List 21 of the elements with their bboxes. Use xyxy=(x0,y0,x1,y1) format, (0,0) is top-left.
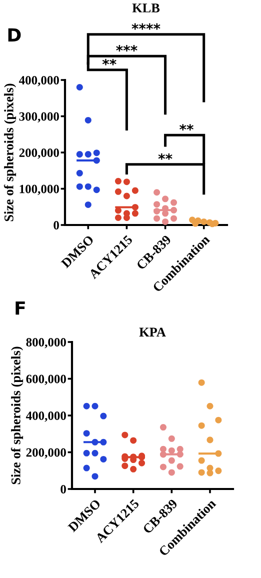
text: D xyxy=(8,28,21,42)
y-axis-title: Size of spheroids (pixels) xyxy=(10,346,24,484)
text: F xyxy=(16,301,25,315)
y-tick-label: 0 xyxy=(60,485,66,494)
y-tick-label: 400,000 xyxy=(26,412,66,422)
y-tick-label: 300,000 xyxy=(19,112,59,123)
y-tick-label: 800,000 xyxy=(26,338,66,348)
text: **** xyxy=(132,23,160,30)
y-tick-label: 100,000 xyxy=(20,184,59,196)
annotation: ** xyxy=(180,124,194,131)
text: *** xyxy=(116,45,138,52)
text: ** xyxy=(102,58,116,66)
y-tick-label: 0 xyxy=(54,221,59,230)
y-tick-label: 600,000 xyxy=(26,374,66,386)
annotation: ** xyxy=(158,153,172,160)
chart-title: KLB xyxy=(132,4,160,12)
y-axis-title: Size of spheroids (pixels) xyxy=(4,84,16,222)
y-tick-label: 200,000 xyxy=(26,448,66,459)
y-tick-label: 200,000 xyxy=(19,148,59,159)
chart-title: KPA xyxy=(139,328,166,336)
y-tick-label: 400,000 xyxy=(18,76,59,86)
